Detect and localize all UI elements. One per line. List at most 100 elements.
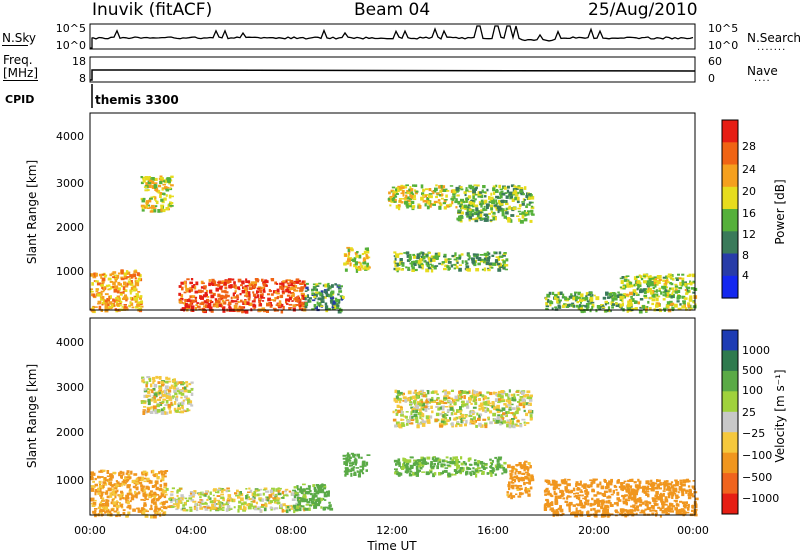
power-cells-cell [404, 201, 408, 205]
power-cells-cell [123, 305, 127, 309]
power-cells-cell [647, 284, 652, 287]
vel-cells-cell [525, 467, 530, 470]
power-cells-cell [530, 209, 534, 213]
power-cells-cell [397, 204, 401, 208]
power-cells-cell [98, 273, 102, 277]
vel-cells-cell [473, 397, 477, 402]
power-cells-cell [663, 307, 667, 311]
power-cells-cell [484, 195, 487, 198]
power-cells-cell [140, 176, 143, 179]
vel-cells-cell [473, 411, 476, 414]
beam-title: Beam 04 [354, 0, 431, 20]
vel-cells-cell [417, 392, 421, 396]
vel-cells-cell [305, 503, 310, 506]
vel-cells-cell [222, 497, 225, 502]
power-cells-cell [190, 305, 195, 310]
vel-cells-cell [356, 453, 360, 457]
vel-cells-cell [277, 492, 282, 496]
power-cells-cell [288, 303, 293, 306]
power-cells-cell [291, 300, 294, 302]
power-cells-cell [335, 304, 340, 307]
power-cells-cell [209, 299, 212, 302]
vel-cells-cell [406, 459, 410, 463]
power-cells-cell [521, 211, 525, 215]
power-cells-cell [330, 291, 333, 296]
vel-cells-cell [513, 475, 517, 479]
vel-cells-cell [566, 489, 570, 493]
vel-cells-cell [144, 473, 147, 477]
power-cells-cell [392, 190, 396, 195]
power-cells-cell [400, 184, 404, 188]
power-cells-cell [569, 295, 573, 298]
vel-cells-cell [472, 471, 476, 475]
vel-cells-cell [567, 490, 572, 494]
power-cells-cell [648, 277, 652, 281]
power-cells-cell [137, 282, 140, 287]
vel-cells-cell [549, 494, 553, 497]
vel-cells-cell [412, 391, 416, 394]
vel-cells-cell [672, 487, 675, 492]
power-cells-cell [634, 307, 638, 310]
power-cells-cell [412, 184, 415, 187]
vel-cells-cell [198, 492, 202, 496]
vel-cells-cell [140, 498, 144, 501]
vel-cells-cell [260, 506, 265, 508]
power-cells-cell [683, 282, 687, 287]
power-cells-cell [119, 293, 123, 296]
vel-cells-cell [617, 500, 622, 502]
power-cells-cell [254, 296, 258, 299]
power-cells-cell [269, 304, 273, 308]
power-cells-cell [424, 194, 429, 196]
vel-bar-swatch [722, 370, 738, 392]
power-cells-cell [205, 289, 209, 293]
vel-cells-cell [414, 402, 417, 406]
vel-cells-cell [101, 503, 105, 507]
vel-cells-cell [568, 508, 571, 513]
power-cells-cell [439, 189, 443, 193]
power-cells-cell [627, 300, 630, 304]
vel-cells-cell [410, 456, 414, 459]
vel-cells-cell [546, 493, 549, 496]
vel-cells-cell [155, 498, 159, 502]
vel-cells-cell [91, 504, 96, 507]
vel-cells-cell [442, 414, 445, 418]
power-cells-cell [479, 259, 484, 263]
power-cells-cell [660, 291, 663, 295]
vel-cells-cell [640, 509, 644, 514]
power-cells-cell [203, 285, 207, 288]
power-cells-cell [517, 186, 521, 189]
freq-left-tick-bottom: 8 [79, 72, 86, 85]
vel-cells-cell [476, 393, 480, 396]
power-cells-cell [140, 197, 145, 201]
vel-cells-cell [285, 488, 289, 491]
power-cells-cell [253, 298, 256, 301]
power-cells-cell [217, 293, 221, 298]
vel-cells-cell [512, 413, 516, 416]
power-cells-cell [129, 301, 132, 304]
power-cells-cell [218, 302, 221, 304]
power-cells-cell [670, 295, 674, 298]
vel-cells-cell [555, 509, 559, 513]
nave-dots: .... [754, 73, 771, 84]
vel-cells-cell [288, 490, 292, 493]
power-cells-cell [298, 304, 302, 308]
vel-cells-cell [105, 499, 108, 502]
vel-cells-cell [409, 396, 413, 400]
vel-cells-cell [227, 494, 232, 498]
power-cells-cell [299, 283, 303, 285]
vel-cells-cell [259, 488, 262, 491]
vel-cells-cell [411, 395, 415, 400]
power-cells-cell [657, 280, 661, 284]
power-cells-cell [113, 274, 118, 277]
vel-cells-cell [414, 389, 417, 392]
vel-cells-cell [167, 377, 171, 380]
vel-cells-cell [459, 412, 463, 415]
vel-cells-cell [691, 510, 694, 512]
power-cells-cell [165, 207, 169, 211]
vel-cells-cell [399, 423, 403, 426]
date-title: 25/Aug/2010 [588, 0, 698, 20]
vel-cells-cell [238, 492, 241, 496]
vel-cells-cell [481, 471, 485, 475]
power-cells-cell [657, 303, 661, 307]
vel-cells-cell [526, 469, 530, 472]
